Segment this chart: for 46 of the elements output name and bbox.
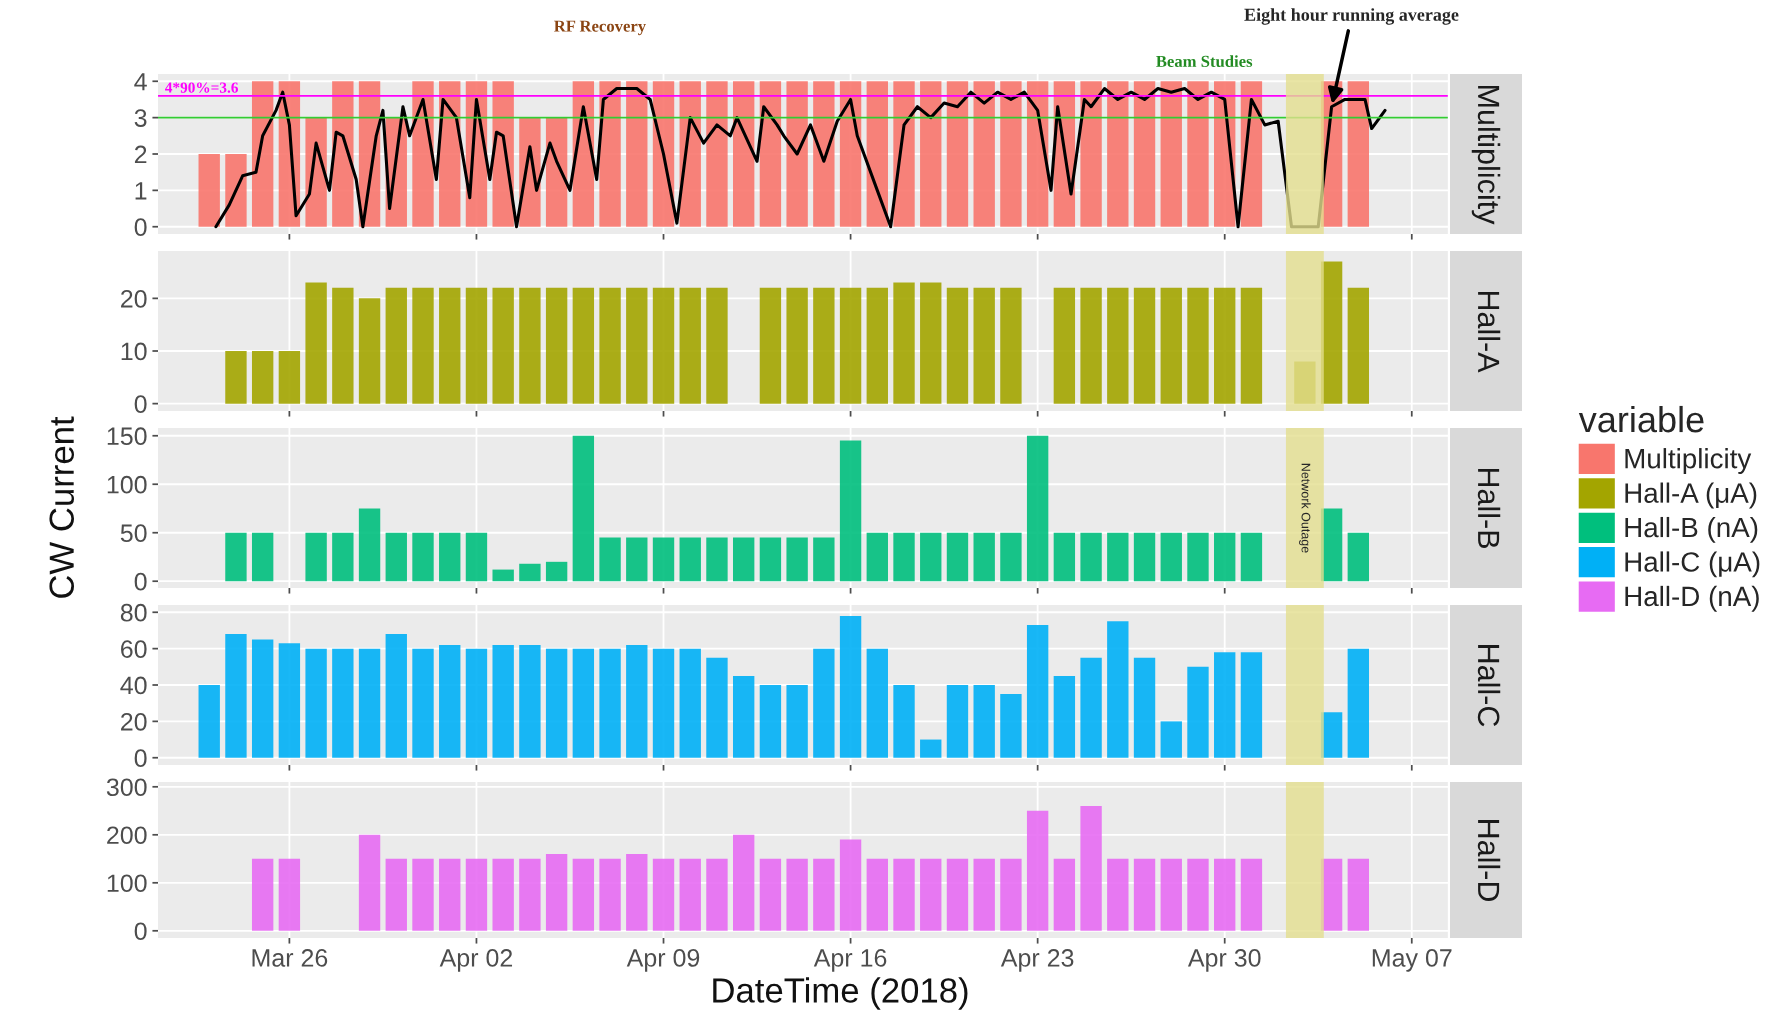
y-tick-label: 10 [121, 342, 147, 361]
text: Beam Studies [1156, 55, 1253, 68]
text: Hall-A [1477, 291, 1501, 373]
x-tick-label: May 07 [1372, 949, 1452, 972]
x-tick-label: Apr 02 [439, 949, 513, 972]
y-tick-label: 0 [134, 749, 147, 768]
x-tick-label: Apr 09 [626, 949, 700, 972]
legend-label: Hall-B (nA) [1625, 516, 1758, 543]
y-tick-label: 50 [120, 524, 147, 543]
x-axis-title: DateTime (2018) [713, 977, 968, 1010]
y-tick-label: 1 [135, 182, 147, 200]
ref-line-label: 4*90%=3.6 [165, 82, 239, 93]
legend-label: Hall-D (nA) [1625, 585, 1759, 612]
y-tick-label: 20 [121, 712, 147, 731]
y-tick-label: 0 [134, 572, 147, 591]
y-tick-label: 0 [134, 922, 147, 941]
y-tick-label: 4 [134, 73, 147, 91]
y-tick-label: 60 [121, 640, 147, 658]
x-tick-label: Apr 16 [813, 949, 887, 972]
legend-title: variable [1578, 405, 1704, 433]
text: Hall-B [1477, 468, 1501, 548]
y-tick-label: 2 [134, 145, 147, 164]
y-tick-label: 80 [120, 603, 147, 622]
x-tick-label: Apr 30 [1187, 949, 1261, 972]
y-axis-title: CW Current [49, 416, 75, 598]
text: Multiplicity [1471, 86, 1501, 225]
y-tick-label: 40 [120, 676, 147, 695]
text: RF Recovery [554, 20, 646, 36]
band-label: Network Outage [1299, 463, 1311, 553]
y-tick-label: 3 [134, 109, 147, 127]
y-tick-label: 20 [121, 289, 147, 308]
legend-label: Hall-C (μA) [1625, 551, 1760, 578]
y-tick-label: 300 [106, 778, 147, 797]
x-tick-label: Apr 23 [1000, 949, 1074, 972]
text: Hall-C [1477, 645, 1501, 727]
y-tick-label: 100 [107, 475, 147, 494]
y-tick-label: 0 [134, 218, 147, 237]
annotation: Eight hour running average [1244, 8, 1459, 25]
legend-label: Multiplicity [1625, 448, 1752, 474]
y-tick-label: 150 [107, 427, 147, 446]
y-tick-label: 100 [107, 874, 147, 893]
legend-label: Hall-A (μA) [1625, 482, 1757, 509]
x-tick-label: Mar 26 [252, 949, 328, 967]
text: Hall-D [1477, 820, 1501, 901]
y-tick-label: 200 [107, 826, 147, 845]
y-tick-label: 0 [134, 395, 147, 413]
